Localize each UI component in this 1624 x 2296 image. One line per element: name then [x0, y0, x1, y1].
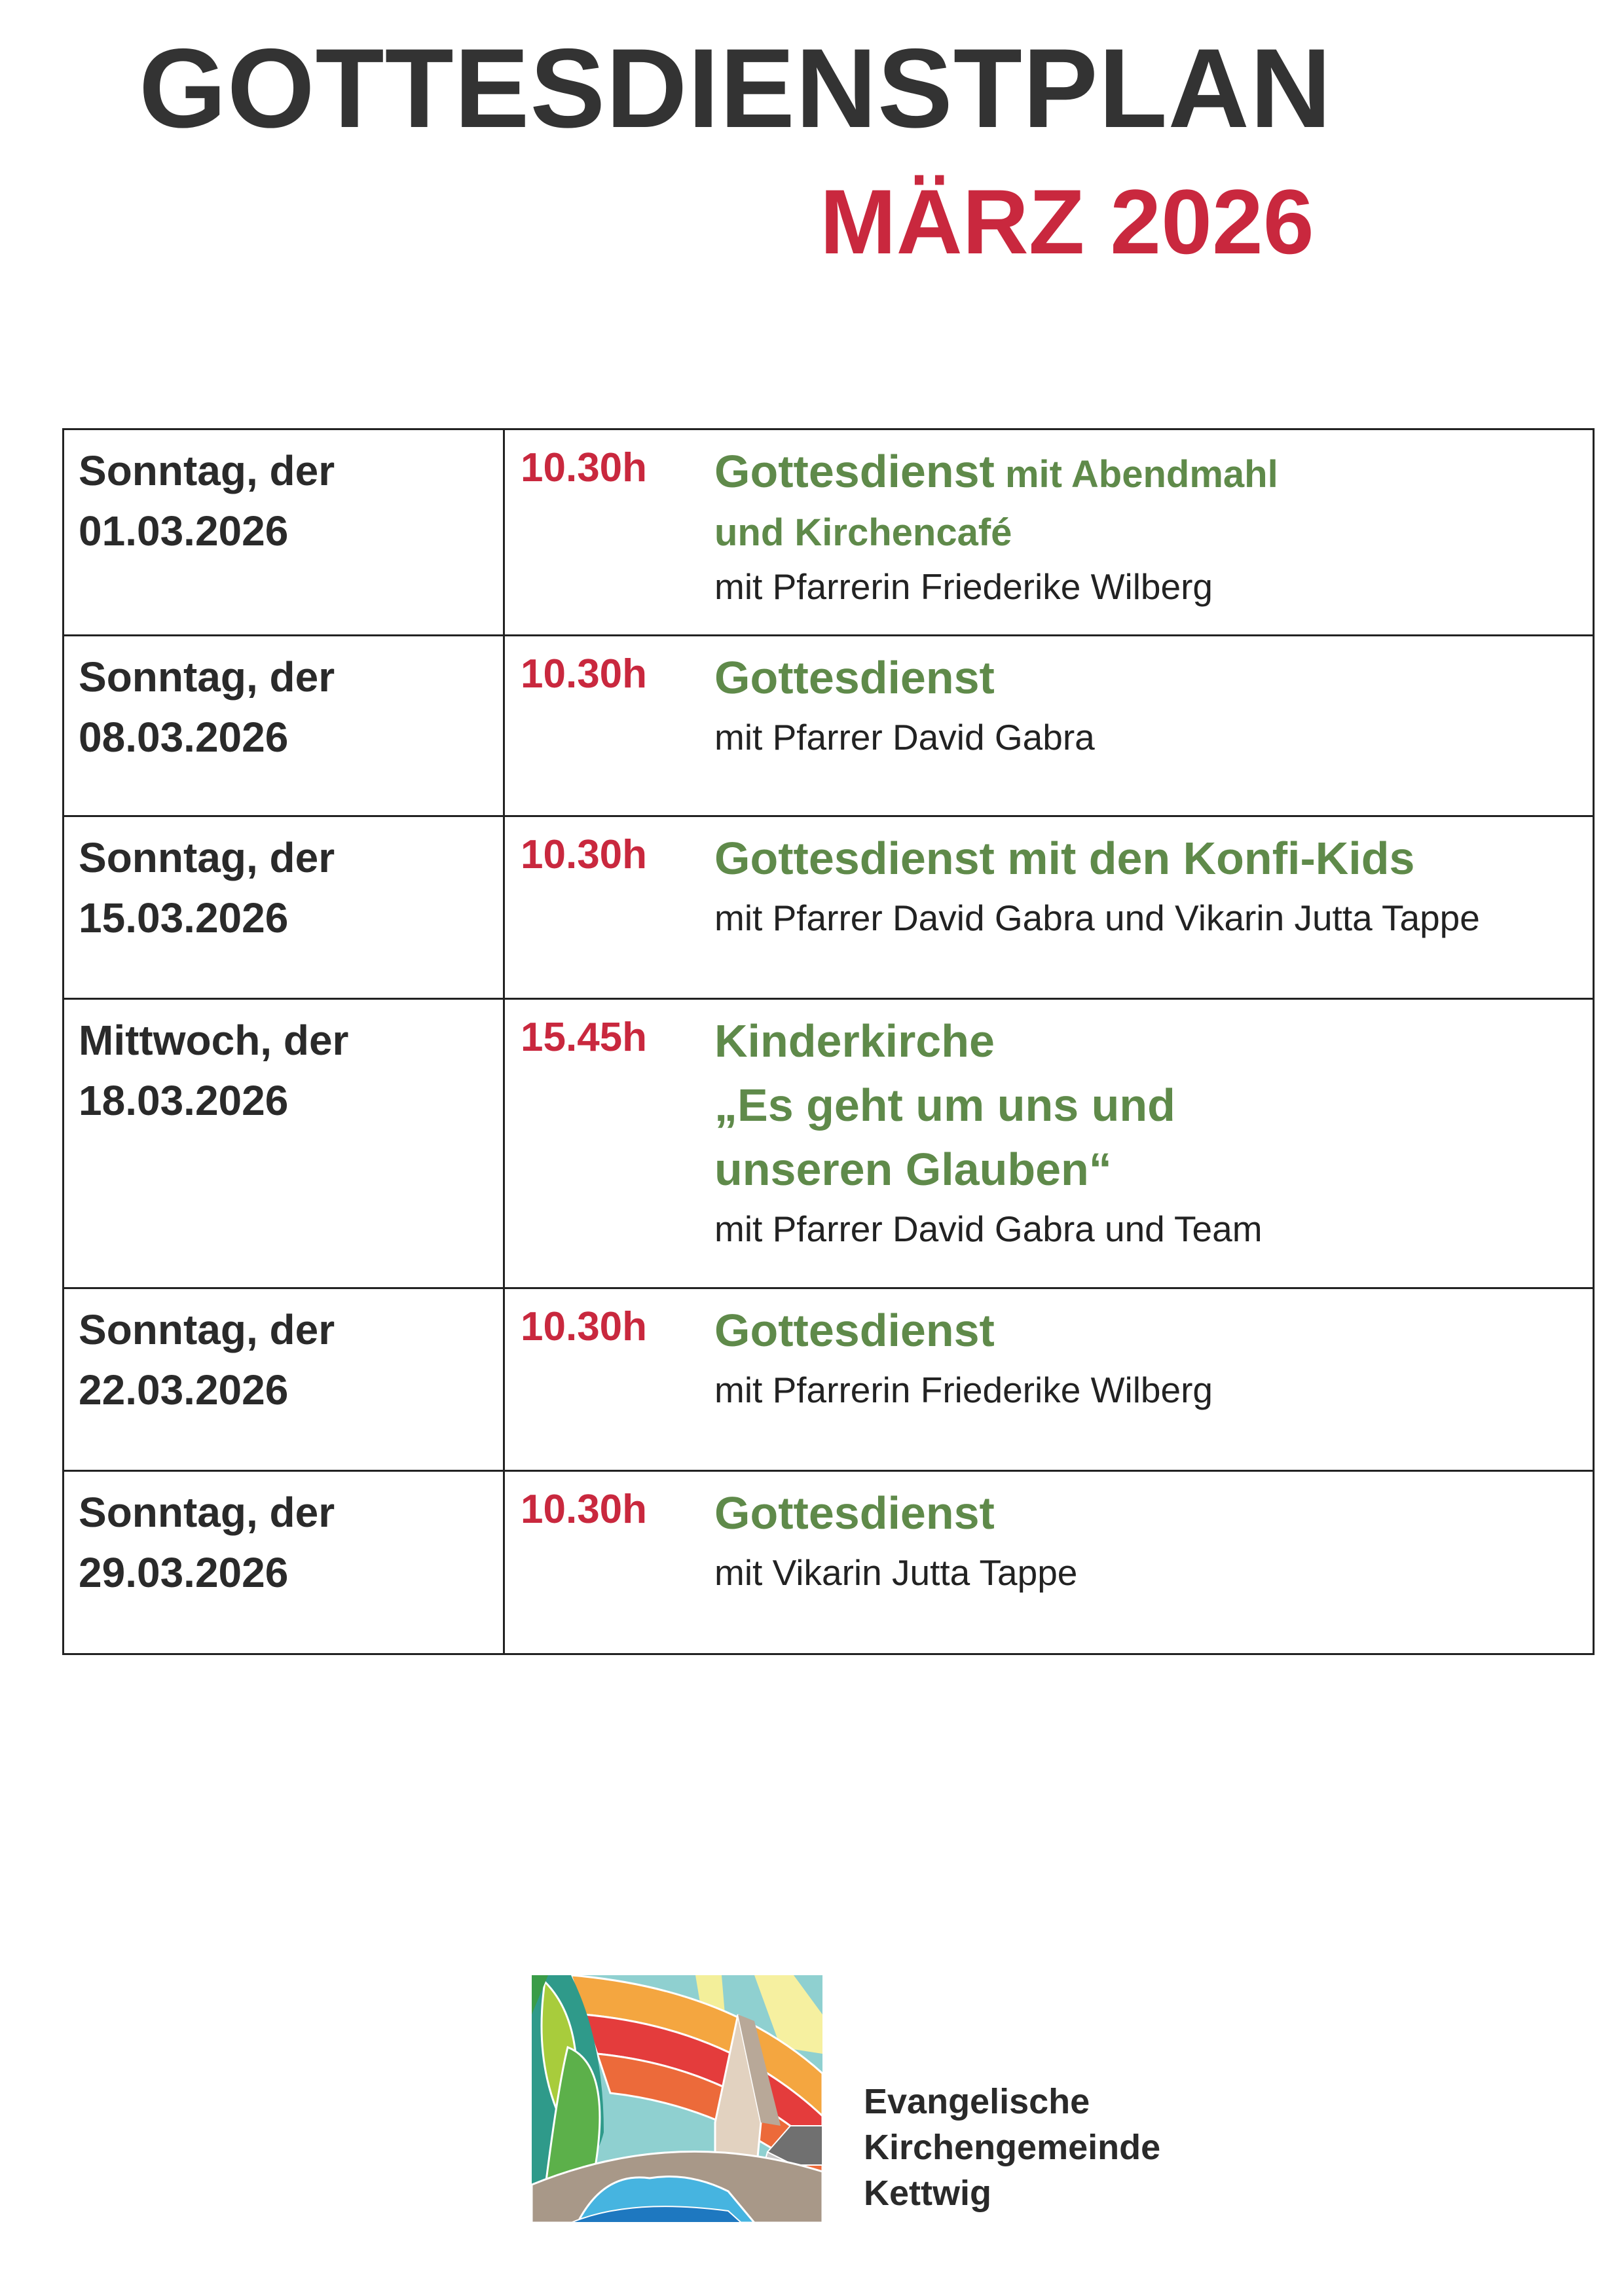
organization-name: Evangelische Kirchengemeinde Kettwig	[864, 2079, 1160, 2216]
time: 15.45h	[521, 1015, 648, 1060]
date-cell: Sonntag, der 22.03.2026	[62, 1287, 505, 1472]
table-row: Sonntag, der 08.03.2026 10.30h Gottesdien…	[62, 634, 1595, 817]
date: 18.03.2026	[79, 1077, 289, 1124]
date: 08.03.2026	[79, 714, 289, 761]
event-title-extra: mit Abendmahl	[994, 453, 1278, 496]
event-detail: mit Vikarin Jutta Tappe	[714, 1552, 1078, 1593]
org-line: Evangelische	[864, 2082, 1090, 2121]
date-cell: Mittwoch, der 18.03.2026	[62, 998, 505, 1289]
time: 10.30h	[521, 445, 648, 490]
org-line: Kettwig	[864, 2174, 991, 2213]
event-title: Gottesdienst	[714, 446, 995, 497]
event-detail: mit Pfarrer David Gabra	[714, 717, 1095, 757]
time: 10.30h	[521, 832, 648, 877]
table-row: Sonntag, der 29.03.2026 10.30h Gottesdien…	[62, 1470, 1595, 1655]
event-title: Gottesdienst	[714, 652, 995, 703]
date-cell: Sonntag, der 29.03.2026	[62, 1470, 505, 1655]
weekday: Mittwoch, der	[79, 1017, 349, 1064]
event-detail: mit Pfarrerin Friederike Wilberg	[714, 1370, 1213, 1410]
event-cell: 10.30h Gottesdienst mit Pfarrer David Ga…	[503, 634, 1595, 817]
date: 22.03.2026	[79, 1366, 289, 1413]
church-rainbow-logo-icon	[532, 1975, 822, 2223]
weekday: Sonntag, der	[79, 1489, 335, 1536]
weekday: Sonntag, der	[79, 834, 335, 881]
table-row: Mittwoch, der 18.03.2026 15.45h Kinderkir…	[62, 998, 1595, 1289]
event-cell: 10.30h Gottesdienst mit Abendmahl und Ki…	[503, 428, 1595, 636]
event-title-line2: und Kirchencafé	[714, 511, 1012, 554]
page-title: GOTTESDIENSTPLAN	[139, 26, 1333, 151]
org-line: Kirchengemeinde	[864, 2128, 1161, 2167]
event-title-line3: unseren Glauben“	[714, 1144, 1112, 1195]
table-row: Sonntag, der 22.03.2026 10.30h Gottesdien…	[62, 1287, 1595, 1472]
event-title: Kinderkirche	[714, 1015, 995, 1066]
weekday: Sonntag, der	[79, 1306, 335, 1353]
table-row: Sonntag, der 01.03.2026 10.30h Gottesdien…	[62, 428, 1595, 636]
event-title-line2: „Es geht um uns und	[714, 1080, 1175, 1131]
service-table: Sonntag, der 01.03.2026 10.30h Gottesdien…	[62, 428, 1595, 1655]
table-row: Sonntag, der 15.03.2026 10.30h Gottesdien…	[62, 815, 1595, 1000]
time: 10.30h	[521, 1487, 648, 1532]
event-cell: 10.30h Gottesdienst mit Vikarin Jutta Ta…	[503, 1470, 1595, 1655]
month-title: MÄRZ 2026	[820, 170, 1314, 273]
date: 15.03.2026	[79, 894, 289, 941]
date-cell: Sonntag, der 15.03.2026	[62, 815, 505, 1000]
event-title: Gottesdienst	[714, 1487, 995, 1539]
event-cell: 10.30h Gottesdienst mit den Konfi-Kids m…	[503, 815, 1595, 1000]
event-cell: 10.30h Gottesdienst mit Pfarrerin Friede…	[503, 1287, 1595, 1472]
event-cell: 15.45h Kinderkirche „Es geht um uns und …	[503, 998, 1595, 1289]
weekday: Sonntag, der	[79, 447, 335, 494]
event-detail: mit Pfarrerin Friederike Wilberg	[714, 566, 1213, 607]
date: 29.03.2026	[79, 1549, 289, 1596]
date-cell: Sonntag, der 01.03.2026	[62, 428, 505, 636]
time: 10.30h	[521, 1304, 648, 1349]
time: 10.30h	[521, 651, 648, 697]
event-detail: mit Pfarrer David Gabra und Team	[714, 1209, 1263, 1249]
weekday: Sonntag, der	[79, 653, 335, 701]
date-cell: Sonntag, der 08.03.2026	[62, 634, 505, 817]
date: 01.03.2026	[79, 507, 289, 555]
event-title: Gottesdienst	[714, 1305, 995, 1356]
event-detail: mit Pfarrer David Gabra und Vikarin Jutt…	[714, 898, 1480, 938]
event-title: Gottesdienst mit den Konfi-Kids	[714, 833, 1415, 884]
